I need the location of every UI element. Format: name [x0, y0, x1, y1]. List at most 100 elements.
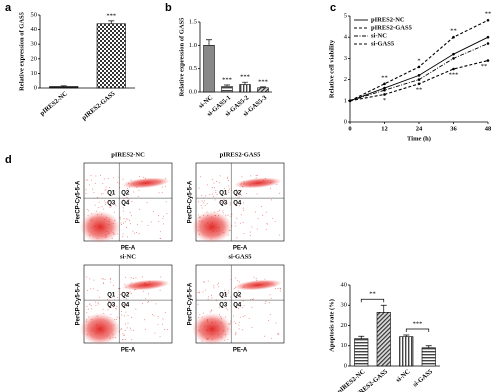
event-dot — [138, 233, 140, 235]
event-dot — [241, 186, 243, 188]
event-dot — [97, 303, 99, 305]
event-dot — [126, 194, 128, 196]
event-dot — [224, 334, 226, 336]
event-dot — [249, 231, 251, 233]
event-dot — [129, 223, 131, 225]
event-dot — [225, 294, 227, 296]
event-dot — [225, 215, 227, 217]
event-dot — [233, 321, 235, 323]
event-dot — [85, 193, 87, 195]
event-dot — [216, 230, 218, 232]
event-dot — [233, 287, 235, 289]
event-dot — [116, 316, 118, 318]
event-dot — [242, 300, 244, 302]
quadrant-label: Q4 — [233, 201, 242, 207]
event-dot — [91, 327, 93, 329]
event-dot — [130, 293, 132, 295]
event-dot — [236, 217, 238, 219]
significance: *** — [449, 71, 459, 78]
panel-label: d — [5, 154, 12, 166]
event-dot — [111, 304, 113, 306]
plot-title: pIRES2-GAS5 — [220, 151, 262, 158]
x-axis-label: Time (h) — [407, 135, 431, 142]
event-dot — [88, 316, 90, 318]
event-dot — [104, 189, 106, 191]
event-dot — [126, 327, 128, 329]
event-dot — [110, 313, 112, 315]
event-streak — [122, 279, 170, 291]
event-dot — [264, 335, 266, 337]
event-dot — [201, 316, 203, 318]
point — [383, 88, 386, 92]
event-dot — [206, 329, 208, 331]
event-dot — [158, 221, 160, 223]
event-dot — [210, 328, 212, 330]
event-dot — [243, 233, 245, 235]
error-bar — [224, 84, 230, 87]
event-dot — [100, 225, 102, 227]
event-dot — [143, 290, 145, 292]
event-dot — [204, 281, 206, 283]
event-dot — [129, 212, 131, 214]
event-dot — [220, 321, 222, 323]
event-dot — [242, 207, 244, 209]
event-streak — [234, 177, 282, 189]
event-dot — [219, 314, 221, 316]
event-dot — [106, 298, 108, 300]
event-dot — [268, 302, 270, 304]
event-dot — [95, 175, 97, 177]
event-dot — [124, 334, 126, 336]
significance: *** — [240, 74, 250, 81]
event-dot — [227, 290, 229, 292]
event-dot — [103, 218, 105, 220]
event-dot — [94, 204, 96, 206]
event-dot — [112, 285, 114, 287]
event-streak — [234, 279, 282, 291]
event-dot — [224, 289, 226, 291]
event-dot — [223, 199, 225, 201]
event-dot — [125, 311, 127, 313]
event-dot — [204, 225, 206, 227]
event-dot — [130, 277, 132, 279]
event-dot — [212, 330, 214, 332]
event-dot — [274, 220, 276, 222]
y-axis-label: Relative expression of GAS5 — [18, 11, 25, 91]
event-dot — [277, 287, 279, 289]
event-dot — [109, 301, 111, 303]
event-dot — [125, 338, 127, 340]
event-dot — [131, 200, 133, 202]
event-dot — [198, 217, 200, 219]
event-dot — [89, 184, 91, 186]
plot-title: si-GAS5 — [228, 253, 252, 260]
event-dot — [271, 337, 273, 339]
event-dot — [199, 176, 201, 178]
event-dot — [252, 298, 254, 300]
y-tick-label: 0.5 — [189, 65, 197, 72]
significance: * — [417, 57, 420, 64]
event-dot — [213, 285, 215, 287]
point — [417, 82, 421, 86]
event-dot — [206, 338, 208, 340]
event-dot — [260, 206, 262, 208]
event-dot — [266, 223, 268, 225]
event-dot — [197, 292, 199, 294]
event-dot — [94, 301, 96, 303]
event-dot — [125, 218, 127, 220]
event-dot — [229, 202, 231, 204]
event-dot — [236, 295, 238, 297]
event-dot — [108, 306, 110, 308]
quadrant-label: Q1 — [107, 293, 116, 299]
event-dot — [162, 323, 164, 325]
y-tick-label: 0 — [34, 84, 37, 91]
event-dot — [222, 294, 224, 296]
event-dot — [86, 334, 88, 336]
event-dot — [152, 313, 154, 315]
event-dot — [162, 218, 164, 220]
event-dot — [199, 233, 201, 235]
event-dot — [101, 278, 103, 280]
x-tick-label: 24 — [416, 125, 423, 132]
event-dot — [219, 292, 221, 294]
event-dot — [123, 218, 125, 220]
event-dot — [239, 222, 241, 224]
event-dot — [95, 225, 97, 227]
